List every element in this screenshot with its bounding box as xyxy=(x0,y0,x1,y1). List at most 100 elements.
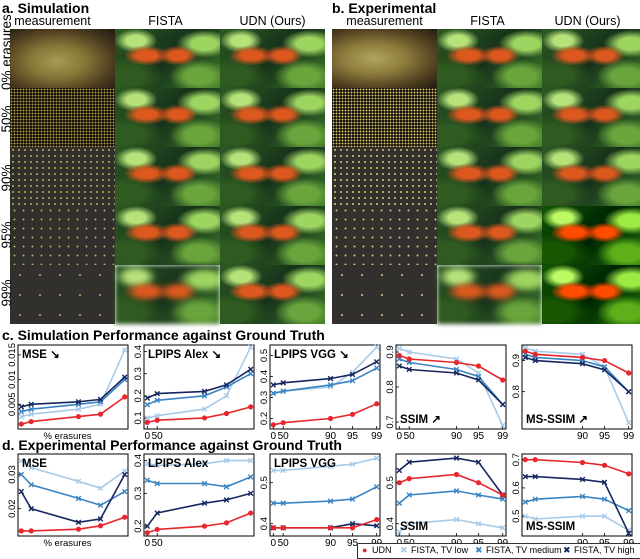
exp-measurement-tile-1 xyxy=(332,88,437,147)
legend-marker-tv-medium: ✖ xyxy=(475,545,483,555)
d-lpips-alex-point-fistatvmedium-2 xyxy=(201,480,208,487)
d-ms-ssim-point-fistatvmedium-2 xyxy=(579,493,586,500)
d-mse-title: MSE xyxy=(22,458,47,470)
d-mse-point-udn-3 xyxy=(97,523,104,529)
sim-fista-tile-3 xyxy=(115,206,220,265)
d-lpips-vgg-point-udn-3 xyxy=(349,525,356,531)
d-lpips-alex-point-fistatvmedium-1 xyxy=(154,480,160,487)
d-mse-point-fistatvhigh-3 xyxy=(97,516,104,522)
exp-udn-tile-1 xyxy=(542,88,640,147)
c-ssim-point-fistatvhigh-4 xyxy=(499,401,506,408)
exp-udn-header: UDN (Ours) xyxy=(554,14,621,28)
sim-udn-tile-3 xyxy=(220,206,325,265)
c-lpips-alex-point-fistatvhigh-4 xyxy=(247,366,254,373)
exp-fista-tile-4 xyxy=(437,265,542,324)
c-lpips-alex-ytick-label-3: 0.4 xyxy=(133,345,144,358)
c-mse-point-fistatvmedium-0 xyxy=(18,408,25,415)
d-lpips-vgg-point-fistatvlow-2 xyxy=(327,463,334,470)
c-lpips-alex-point-fistatvlow-2 xyxy=(201,406,208,412)
legend-tv-low: FISTA, TV low xyxy=(411,545,469,555)
exp-section-label: b. Experimental xyxy=(332,0,437,16)
c-lpips-vgg-xtick-label-1: 50 xyxy=(278,431,290,442)
c-lpips-alex-point-fistatvhigh-3 xyxy=(223,381,230,388)
d-ms-ssim-point-udn-1 xyxy=(532,457,538,463)
exp-fista-tile-2 xyxy=(437,147,542,206)
sim-udn-header: UDN (Ours) xyxy=(239,14,306,28)
c-ssim-title: SSIM ↗ xyxy=(400,414,441,426)
c-ms-ssim-xtick-label-2: 99 xyxy=(623,431,635,442)
sim-udn-tile-0 xyxy=(220,29,325,88)
d-lpips-vgg-xtick-label-1: 50 xyxy=(278,538,290,549)
d-lpips-alex-ytick-label-1: 0.3 xyxy=(133,487,144,500)
d-ms-ssim-point-udn-2 xyxy=(579,459,586,466)
c-lpips-alex-point-udn-2 xyxy=(201,415,208,421)
d-ms-ssim-point-fistatvmedium-4 xyxy=(625,507,632,514)
legend-marker-tv-low: ✖ xyxy=(400,545,408,555)
c-lpips-alex-title: LPIPS Alex ↘ xyxy=(148,349,221,361)
c-mse-ytick-label-0: 0.005 xyxy=(7,392,18,416)
sim-fista-header: FISTA xyxy=(148,14,183,28)
c-ssim-point-fistatvhigh-2 xyxy=(453,370,460,376)
d-mse-point-fistatvlow-2 xyxy=(75,478,82,485)
d-lpips-vgg-point-fistatvhigh-3 xyxy=(349,520,356,527)
d-ssim-point-fistatvlow-3 xyxy=(475,520,482,527)
c-lpips-vgg-point-fistatvmedium-4 xyxy=(373,365,380,371)
d-ssim-point-fistatvmedium-1 xyxy=(406,492,412,498)
d-lpips-alex-point-fistatvlow-4 xyxy=(247,457,254,464)
c-lpips-vgg-ytick-label-2: 0.4 xyxy=(259,370,270,383)
c-mse-point-udn-0 xyxy=(18,421,24,427)
c-lpips-alex-xtick-label-1: 50 xyxy=(152,431,164,442)
c-ssim-xtick-label-0: 0 xyxy=(397,431,403,442)
exp-udn-tile-4 xyxy=(542,265,640,324)
c-lpips-vgg-xtick-label-0: 0 xyxy=(271,431,277,442)
c-ms-ssim-point-udn-3 xyxy=(601,357,608,364)
c-ms-ssim-point-fistatvlow-4 xyxy=(625,419,632,426)
exp-fista-tile-1 xyxy=(437,88,542,147)
c-ssim-point-fistatvhigh-0 xyxy=(396,363,403,369)
legend-tv-high: FISTA, TV high xyxy=(574,545,635,555)
c-ssim-xtick-label-2: 90 xyxy=(451,431,463,442)
exp-fista-tile-3 xyxy=(437,206,542,265)
d-lpips-alex-xtick-label-1: 50 xyxy=(152,538,164,549)
c-mse-point-udn-2 xyxy=(75,414,82,420)
d-mse-ytick-label-0: 0.02 xyxy=(7,499,18,517)
d-lpips-alex-point-udn-1 xyxy=(154,526,160,533)
d-mse-point-fistatvmedium-4 xyxy=(121,488,128,495)
exp-measurement-tile-2 xyxy=(332,147,437,206)
d-lpips-vgg-point-fistatvhigh-4 xyxy=(373,522,380,529)
d-ssim-title: SSIM xyxy=(400,521,428,533)
c-ms-ssim-point-fistatvhigh-3 xyxy=(601,367,608,373)
exp-measurement-tile-4 xyxy=(332,265,437,324)
d-ms-ssim-point-fistatvhigh-2 xyxy=(579,476,586,483)
exp-udn-tile-3 xyxy=(542,206,640,265)
d-lpips-alex-ytick-label-0: 0.2 xyxy=(133,520,144,533)
exp-udn-tile-2 xyxy=(542,147,640,206)
c-ssim-xtick-label-3: 95 xyxy=(473,431,485,442)
d-ssim-point-udn-3 xyxy=(475,480,482,486)
d-ms-ssim-point-fistatvhigh-3 xyxy=(601,479,608,486)
c-ms-ssim-title: MS-SSIM ↗ xyxy=(526,414,588,426)
d-lpips-vgg-xtick-label-3: 95 xyxy=(347,538,359,549)
c-ssim-xtick-label-4: 99 xyxy=(497,431,509,442)
exp-measurement-tile-0 xyxy=(332,29,437,88)
d-ms-ssim-point-fistatvlow-0 xyxy=(522,513,529,520)
c-ssim-point-udn-3 xyxy=(475,363,482,369)
sim-measurement-tile-4 xyxy=(10,265,115,324)
d-mse-ytick-label-1: 0.03 xyxy=(7,465,18,484)
d-lpips-vgg-point-fistatvlow-0 xyxy=(270,467,277,474)
c-ssim-point-fistatvlow-0 xyxy=(396,345,403,352)
d-mse-xlabel: % erasures xyxy=(43,538,91,549)
d-lpips-alex-point-fistatvlow-1 xyxy=(154,462,160,469)
d-lpips-alex-point-fistatvmedium-0 xyxy=(144,477,151,484)
d-lpips-alex-point-fistatvhigh-2 xyxy=(201,500,208,506)
c-lpips-vgg-point-fistatvmedium-1 xyxy=(280,388,286,394)
c-ms-ssim-point-fistatvhigh-0 xyxy=(522,354,529,361)
d-lpips-alex-point-fistatvlow-3 xyxy=(223,457,230,464)
d-ssim-point-fistatvhigh-0 xyxy=(396,467,403,474)
sim-udn-tile-2 xyxy=(220,147,325,206)
d-ms-ssim-point-udn-3 xyxy=(601,462,608,468)
d-mse-point-fistatvhigh-0 xyxy=(18,488,25,495)
c-ssim-point-udn-4 xyxy=(500,377,506,383)
d-lpips-vgg-ytick-label-0: 0.4 xyxy=(259,517,270,530)
c-ms-ssim-point-udn-2 xyxy=(579,354,586,361)
